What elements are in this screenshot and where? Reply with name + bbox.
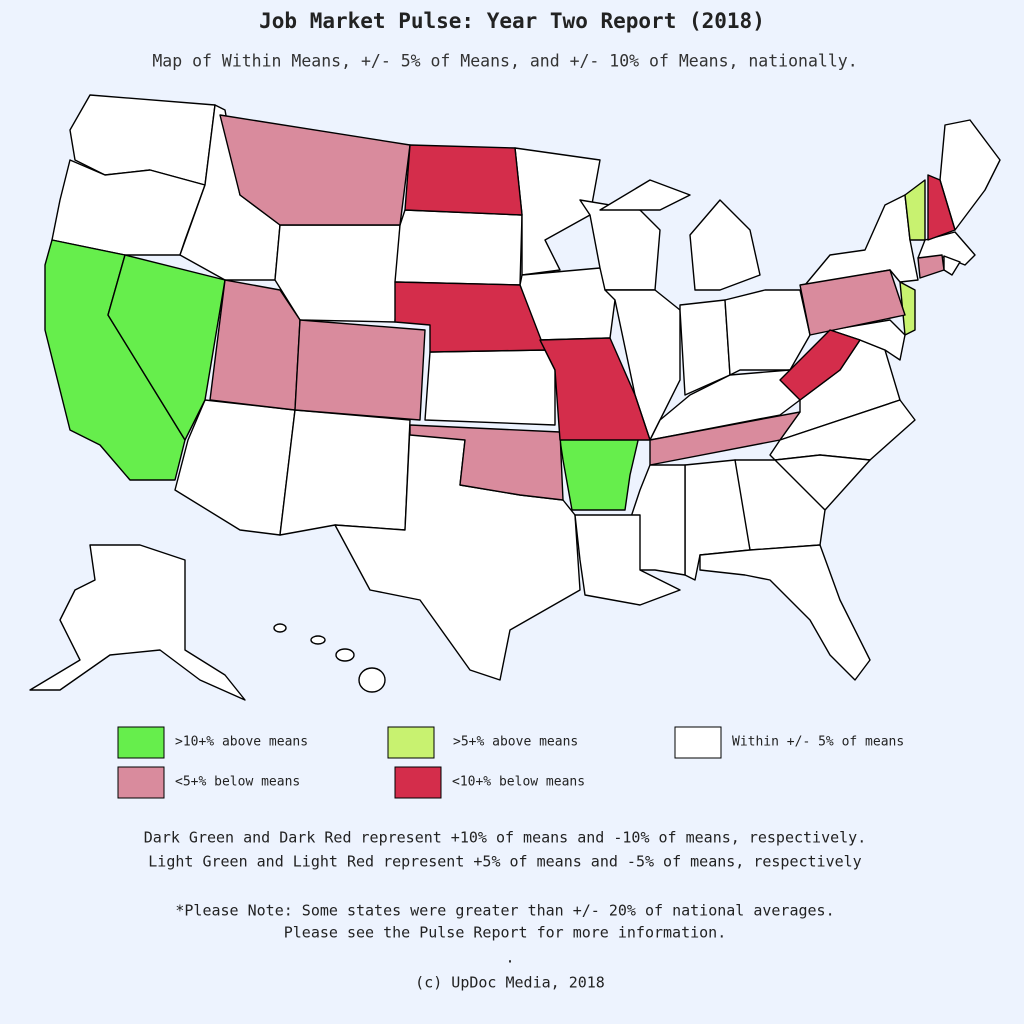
state — [29, 544, 246, 701]
state — [559, 431, 641, 511]
state — [629, 464, 686, 576]
state — [917, 254, 945, 279]
state — [799, 269, 906, 336]
state — [209, 279, 301, 411]
legend-swatch — [117, 726, 165, 759]
legend-label: <10+% below means — [452, 775, 585, 790]
note: *Please Note: Some states were greater t… — [175, 902, 834, 920]
legend-swatch — [674, 726, 722, 759]
legend-swatch — [394, 766, 442, 799]
state — [274, 224, 401, 323]
note: Please see the Pulse Report for more inf… — [284, 924, 727, 942]
us-map — [29, 94, 1001, 701]
state — [574, 514, 681, 606]
dot: . — [505, 949, 514, 967]
state — [409, 424, 564, 501]
state — [904, 179, 926, 241]
state — [358, 667, 386, 693]
state — [699, 544, 871, 681]
state — [107, 254, 226, 441]
state — [273, 623, 287, 633]
state — [394, 209, 523, 286]
credit: (c) UpDoc Media, 2018 — [415, 974, 605, 992]
state — [394, 281, 546, 353]
state — [310, 635, 326, 645]
state — [424, 349, 556, 426]
state — [779, 329, 861, 401]
state — [689, 199, 761, 291]
state — [404, 144, 523, 216]
state — [649, 411, 801, 466]
legend-label: <5+% below means — [175, 775, 300, 790]
legend-label: Within +/- 5% of means — [732, 735, 904, 750]
state — [219, 114, 411, 226]
state — [294, 319, 426, 421]
state — [679, 299, 731, 396]
state — [539, 337, 651, 441]
legend-swatch — [387, 726, 435, 759]
state — [649, 369, 801, 441]
subtitle: Map of Within Means, +/- 5% of Means, an… — [152, 52, 857, 71]
legend-label: >10+% above means — [175, 735, 308, 750]
state — [279, 409, 411, 536]
title: Job Market Pulse: Year Two Report (2018) — [259, 9, 765, 33]
state — [804, 194, 919, 286]
state — [514, 147, 601, 276]
state — [899, 281, 916, 336]
note: Light Green and Light Red represent +5% … — [148, 853, 861, 871]
legend-swatch — [117, 766, 165, 799]
state — [927, 174, 956, 241]
state — [599, 179, 691, 211]
note: Dark Green and Dark Red represent +10% o… — [144, 829, 866, 847]
state — [335, 648, 355, 662]
legend-label: >5+% above means — [453, 735, 578, 750]
legend: >10+% above means >5+% above means Within … — [117, 726, 904, 799]
